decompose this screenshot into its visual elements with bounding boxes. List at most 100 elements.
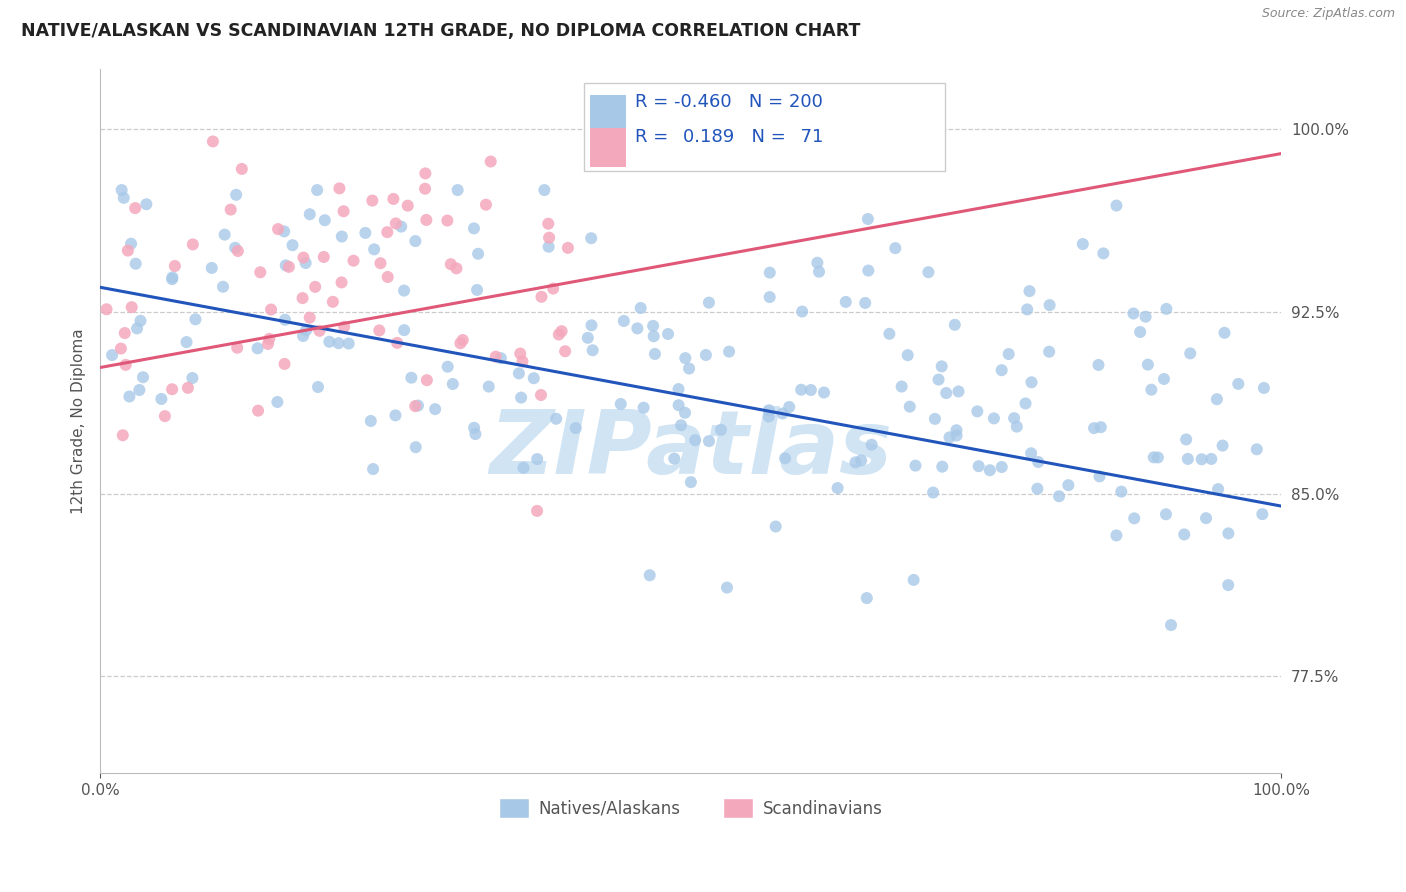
Point: [678, 361, 700, 376]
Point: [135, 197, 157, 211]
Point: [990, 460, 1012, 475]
Point: [479, 154, 502, 169]
Point: [835, 294, 858, 309]
Point: [792, 304, 814, 318]
Point: [1251, 507, 1274, 521]
Point: [966, 404, 988, 418]
Point: [405, 440, 427, 454]
Point: [1140, 383, 1163, 397]
Point: [576, 331, 599, 345]
Point: [898, 400, 921, 414]
Point: [328, 181, 350, 195]
Point: [160, 382, 183, 396]
Point: [114, 326, 136, 340]
Point: [668, 398, 690, 412]
Point: [181, 237, 204, 252]
Point: [855, 591, 877, 605]
Point: [368, 323, 391, 337]
Point: [485, 350, 508, 364]
Point: [307, 380, 329, 394]
Point: [96, 302, 118, 317]
Point: [226, 341, 249, 355]
Point: [214, 227, 236, 242]
Point: [547, 327, 569, 342]
Point: [1177, 451, 1199, 466]
Point: [231, 161, 253, 176]
Point: [328, 336, 350, 351]
Point: [1026, 455, 1049, 469]
Point: [392, 284, 415, 298]
Text: NATIVE/ALASKAN VS SCANDINAVIAN 12TH GRADE, NO DIPLOMA CORRELATION CHART: NATIVE/ALASKAN VS SCANDINAVIAN 12TH GRAD…: [21, 22, 860, 40]
Point: [314, 213, 336, 227]
Point: [1195, 511, 1218, 525]
Point: [273, 224, 295, 238]
Point: [533, 183, 555, 197]
Point: [413, 182, 436, 196]
Point: [129, 314, 152, 328]
Point: [294, 256, 316, 270]
Point: [423, 402, 446, 417]
Point: [1253, 381, 1275, 395]
Point: [813, 385, 835, 400]
Point: [1092, 246, 1115, 260]
Point: [176, 335, 198, 350]
Point: [322, 294, 344, 309]
Point: [396, 199, 419, 213]
Point: [853, 296, 876, 310]
Point: [1047, 489, 1070, 503]
Point: [292, 329, 315, 343]
Point: [259, 332, 281, 346]
Point: [162, 270, 184, 285]
Point: [451, 333, 474, 347]
Point: [201, 260, 224, 275]
Point: [530, 388, 553, 402]
Point: [406, 399, 429, 413]
Point: [260, 302, 283, 317]
Point: [478, 379, 501, 393]
Point: [897, 348, 920, 362]
Point: [928, 373, 950, 387]
Point: [375, 225, 398, 239]
Point: [765, 519, 787, 533]
Point: [1175, 433, 1198, 447]
Point: [118, 390, 141, 404]
Point: [125, 257, 148, 271]
Point: [384, 409, 406, 423]
Point: [808, 265, 831, 279]
Point: [1147, 450, 1170, 465]
Point: [401, 370, 423, 384]
Point: [330, 276, 353, 290]
Point: [114, 358, 136, 372]
Point: [226, 244, 249, 258]
Point: [579, 231, 602, 245]
Point: [467, 247, 489, 261]
Point: [249, 265, 271, 279]
Point: [101, 348, 124, 362]
Point: [307, 183, 329, 197]
Point: [274, 312, 297, 326]
Point: [404, 399, 426, 413]
Point: [382, 192, 405, 206]
Point: [150, 392, 173, 406]
Point: [1160, 618, 1182, 632]
Point: [673, 351, 696, 365]
Point: [550, 324, 572, 338]
Point: [363, 243, 385, 257]
Point: [370, 256, 392, 270]
Point: [922, 485, 945, 500]
Point: [564, 421, 586, 435]
Point: [510, 391, 533, 405]
Point: [630, 301, 652, 315]
Point: [938, 430, 960, 444]
Point: [273, 357, 295, 371]
Point: [856, 211, 879, 226]
Text: R =  0.189   N =  71: R = 0.189 N = 71: [636, 128, 824, 146]
FancyBboxPatch shape: [591, 128, 626, 167]
Point: [879, 326, 901, 341]
Point: [884, 241, 907, 255]
Point: [377, 270, 399, 285]
Point: [436, 359, 458, 374]
Point: [342, 253, 364, 268]
Point: [1218, 526, 1240, 541]
Point: [945, 428, 967, 442]
